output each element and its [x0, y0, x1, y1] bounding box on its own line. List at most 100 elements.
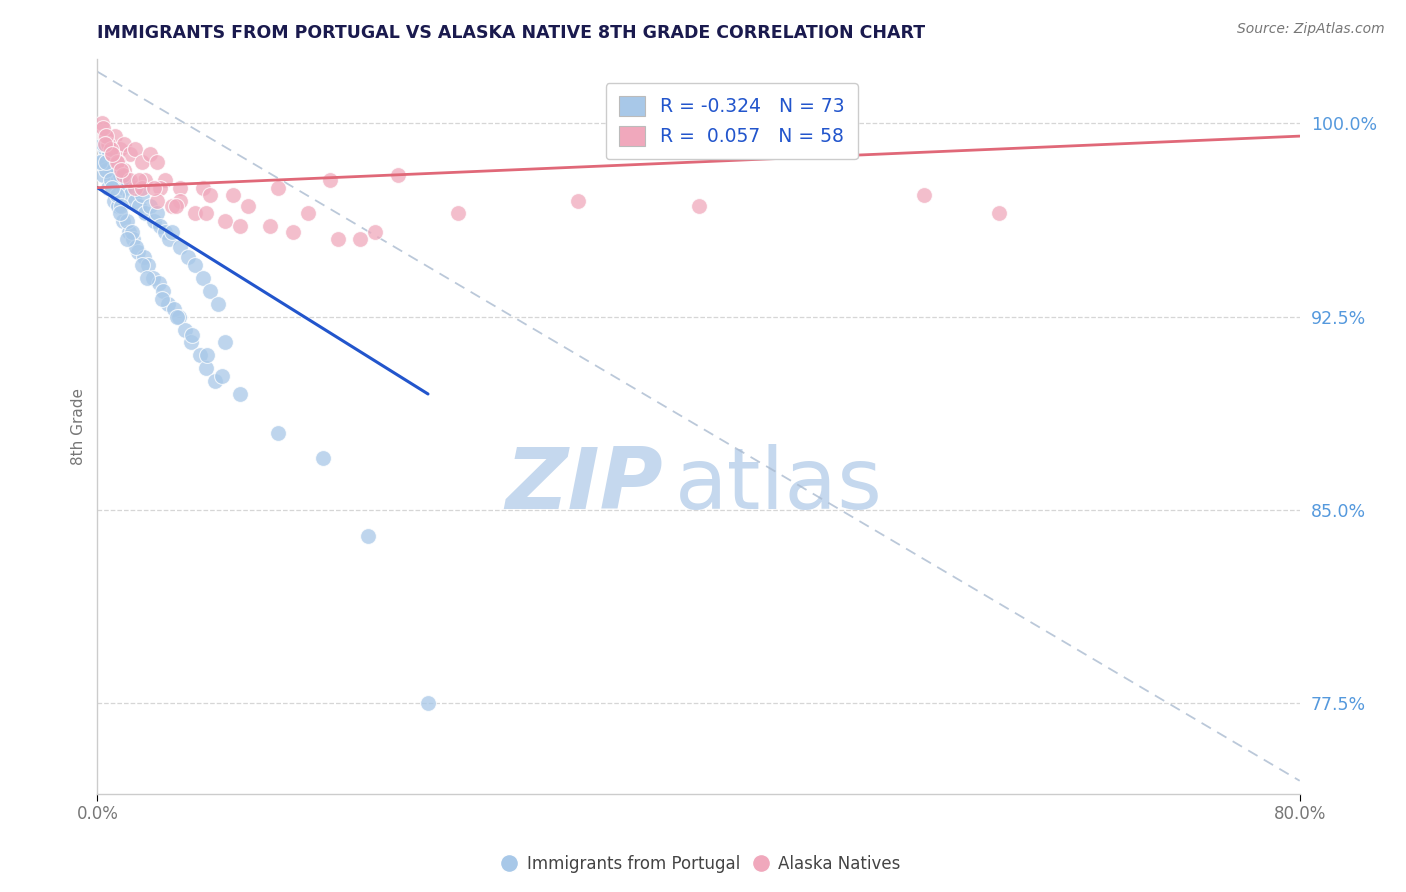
Point — [173, 322, 195, 336]
Point — [110, 199, 132, 213]
Point — [221, 188, 243, 202]
Point — [104, 129, 127, 144]
Point — [128, 199, 150, 213]
Point — [169, 240, 191, 254]
Point — [195, 348, 218, 362]
Point — [146, 206, 169, 220]
Point — [149, 219, 172, 234]
Point — [146, 194, 169, 208]
Text: IMMIGRANTS FROM PORTUGAL VS ALASKA NATIVE 8TH GRADE CORRELATION CHART: IMMIGRANTS FROM PORTUGAL VS ALASKA NATIV… — [97, 24, 925, 42]
Point — [110, 162, 132, 177]
Point — [198, 284, 221, 298]
Point — [349, 232, 371, 246]
Text: ZIP: ZIP — [505, 443, 662, 526]
Point — [105, 188, 128, 202]
Point — [162, 225, 184, 239]
Point — [184, 206, 207, 220]
Point — [120, 147, 142, 161]
Point — [166, 310, 188, 324]
Point — [98, 136, 121, 151]
Point — [97, 136, 120, 151]
Point — [156, 297, 179, 311]
Point — [181, 327, 204, 342]
Point — [131, 258, 153, 272]
Point — [191, 271, 214, 285]
Point — [138, 258, 160, 272]
Point — [108, 142, 131, 156]
Point — [108, 168, 131, 182]
Point — [184, 258, 207, 272]
Point — [105, 155, 128, 169]
Point — [128, 173, 150, 187]
Point — [117, 232, 139, 246]
Point — [107, 155, 129, 169]
Point — [131, 180, 153, 194]
Point — [112, 136, 135, 151]
Point — [165, 199, 187, 213]
Point — [153, 225, 176, 239]
Point — [125, 240, 148, 254]
Point — [89, 155, 111, 169]
Point — [229, 219, 252, 234]
Point — [131, 188, 153, 202]
Point — [191, 180, 214, 194]
Point — [117, 214, 139, 228]
Point — [117, 173, 139, 187]
Point — [169, 194, 191, 208]
Point — [447, 206, 470, 220]
Point — [127, 245, 149, 260]
Point — [112, 162, 135, 177]
Point — [104, 173, 127, 187]
Point — [357, 529, 380, 543]
Point — [90, 116, 112, 130]
Point — [326, 232, 349, 246]
Point — [319, 173, 342, 187]
Point — [112, 180, 135, 194]
Point — [122, 232, 145, 246]
Point — [387, 168, 409, 182]
Point — [281, 225, 304, 239]
Point — [159, 232, 181, 246]
Point — [148, 276, 170, 290]
Point — [101, 147, 124, 161]
Point — [194, 361, 217, 376]
Point — [912, 188, 935, 202]
Point — [139, 199, 162, 213]
Point — [297, 206, 319, 220]
Legend: Immigrants from Portugal, Alaska Natives: Immigrants from Portugal, Alaska Natives — [499, 848, 907, 880]
Point — [364, 225, 387, 239]
Point — [169, 180, 191, 194]
Point — [120, 188, 142, 202]
Point — [121, 225, 143, 239]
Point — [204, 374, 226, 388]
Point — [111, 168, 134, 182]
Point — [132, 250, 155, 264]
Point — [188, 348, 211, 362]
Point — [207, 297, 229, 311]
Text: Source: ZipAtlas.com: Source: ZipAtlas.com — [1237, 22, 1385, 37]
Point — [214, 214, 236, 228]
Point — [229, 387, 252, 401]
Point — [134, 173, 156, 187]
Point — [312, 451, 335, 466]
Point — [124, 142, 146, 156]
Point — [90, 155, 112, 169]
Point — [101, 180, 124, 194]
Point — [139, 147, 162, 161]
Point — [101, 162, 124, 177]
Point — [93, 121, 115, 136]
Point — [153, 173, 176, 187]
Point — [567, 194, 589, 208]
Point — [214, 335, 236, 350]
Point — [211, 368, 233, 383]
Point — [194, 206, 217, 220]
Point — [134, 206, 156, 220]
Point — [176, 250, 198, 264]
Point — [120, 173, 142, 187]
Point — [150, 292, 173, 306]
Point — [136, 271, 159, 285]
Text: atlas: atlas — [675, 443, 883, 526]
Point — [167, 310, 190, 324]
Legend: R = -0.324   N = 73, R =  0.057   N = 58: R = -0.324 N = 73, R = 0.057 N = 58 — [606, 83, 858, 160]
Point — [259, 219, 281, 234]
